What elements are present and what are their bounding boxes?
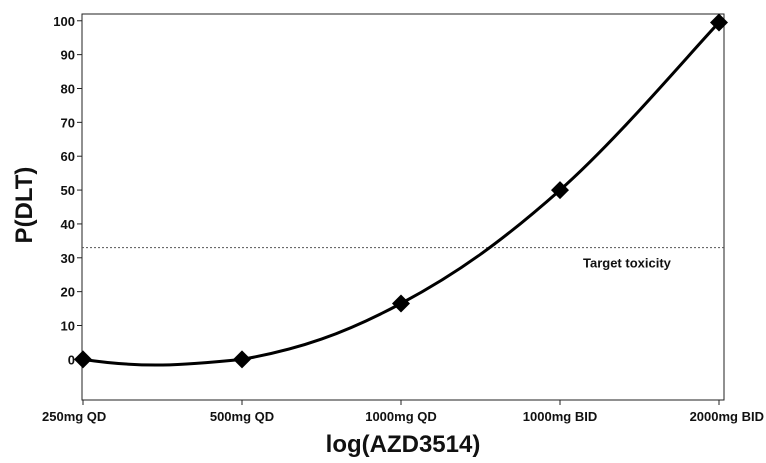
y-tick-label: 80 [61,81,75,96]
x-tick-label: 500mg QD [210,409,274,424]
y-tick-label: 70 [61,115,75,130]
y-tick-label: 60 [61,149,75,164]
x-tick-label: 2000mg BID [690,409,764,424]
series-curve [82,21,721,367]
x-tick-label: 1000mg QD [365,409,437,424]
data-point-marker [392,294,410,313]
data-markers [74,13,728,369]
data-point-marker [74,350,92,369]
y-tick-label: 0 [68,352,75,367]
data-point-marker [710,13,728,32]
y-tick-label: 20 [61,285,75,300]
y-tick-label: 50 [61,183,75,198]
x-axis: 250mg QD 500mg QD 1000mg QD 1000mg BID 2000m… [42,400,764,424]
y-axis-title: P(DLT) [11,167,38,244]
y-axis: 0 10 20 30 40 50 60 70 80 90 100 [53,14,82,367]
y-tick-label: 100 [53,14,75,29]
y-tick-label: 30 [61,251,75,266]
target-toxicity-label: Target toxicity [583,256,672,271]
x-tick-label: 250mg QD [42,409,106,424]
data-point-marker [233,350,251,369]
y-tick-label: 90 [61,48,75,63]
x-tick-label: 1000mg BID [523,409,597,424]
x-axis-title: log(AZD3514) [326,431,481,458]
data-point-marker [551,181,569,200]
y-tick-label: 40 [61,217,75,232]
plot-area-frame [81,13,725,401]
y-tick-label: 10 [61,319,75,334]
